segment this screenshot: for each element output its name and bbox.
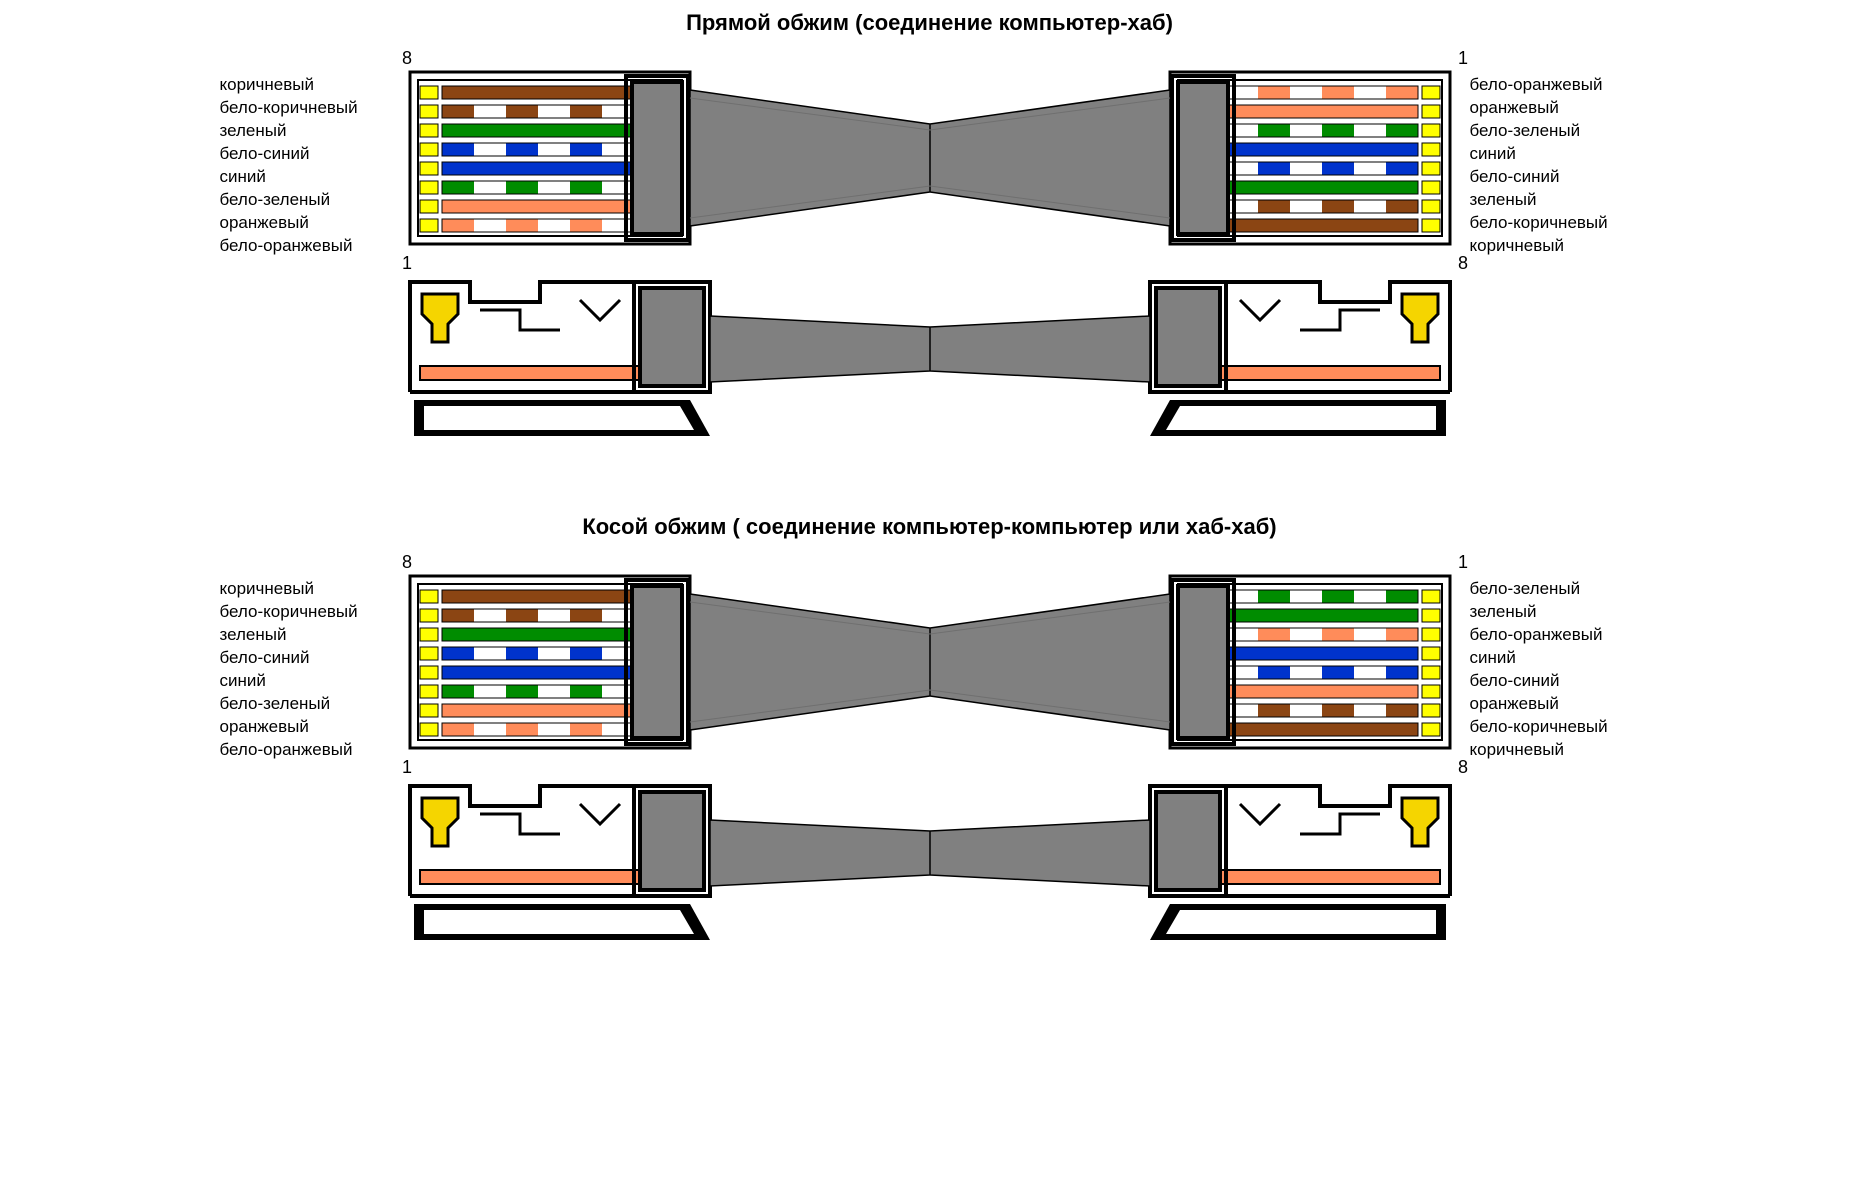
wire-label: синий	[220, 670, 390, 693]
svg-text:8: 8	[402, 552, 412, 572]
connector-top-view: 8 1 1 8	[390, 548, 1470, 778]
wire-label: коричневый	[220, 578, 390, 601]
right-wire-labels: бело-зеленыйзеленыйбело-оранжевыйсинийбе…	[1470, 548, 1640, 762]
wire-label: оранжевый	[1470, 97, 1640, 120]
svg-text:1: 1	[402, 253, 412, 273]
svg-text:1: 1	[402, 757, 412, 777]
svg-text:8: 8	[1458, 757, 1468, 777]
connector-side-view	[390, 274, 1470, 484]
svg-text:1: 1	[1458, 48, 1468, 68]
wire-label: бело-зеленый	[220, 189, 390, 212]
svg-text:8: 8	[402, 48, 412, 68]
wire-label: бело-синий	[220, 143, 390, 166]
wire-label: бело-зеленый	[220, 693, 390, 716]
wire-label: синий	[1470, 143, 1640, 166]
wire-label: бело-зеленый	[1470, 578, 1640, 601]
wire-label: оранжевый	[220, 716, 390, 739]
connector-side-view	[390, 778, 1470, 988]
wire-label: зеленый	[220, 120, 390, 143]
left-wire-labels: коричневыйбело-коричневыйзеленыйбело-син…	[220, 548, 390, 762]
wire-label: оранжевый	[220, 212, 390, 235]
connector-top-view: 8 1 1 8	[390, 44, 1470, 274]
wire-label: бело-оранжевый	[1470, 624, 1640, 647]
wire-label: коричневый	[1470, 235, 1640, 258]
section-title: Косой обжим ( соединение компьютер-компь…	[10, 514, 1849, 540]
wire-label: бело-оранжевый	[1470, 74, 1640, 97]
wire-label: бело-коричневый	[1470, 716, 1640, 739]
wire-label: зеленый	[220, 624, 390, 647]
wire-label: бело-оранжевый	[220, 739, 390, 762]
wire-label: бело-зеленый	[1470, 120, 1640, 143]
wire-label: бело-коричневый	[220, 601, 390, 624]
wire-label: бело-синий	[220, 647, 390, 670]
wire-label: коричневый	[220, 74, 390, 97]
wire-label: зеленый	[1470, 601, 1640, 624]
right-wire-labels: бело-оранжевыйоранжевыйбело-зеленыйсиний…	[1470, 44, 1640, 258]
cable-section: Прямой обжим (соединение компьютер-хаб) к…	[10, 10, 1849, 484]
wire-label: бело-синий	[1470, 166, 1640, 189]
svg-text:1: 1	[1458, 552, 1468, 572]
section-title: Прямой обжим (соединение компьютер-хаб)	[10, 10, 1849, 36]
wire-label: коричневый	[1470, 739, 1640, 762]
wire-label: оранжевый	[1470, 693, 1640, 716]
cable-section: Косой обжим ( соединение компьютер-компь…	[10, 514, 1849, 988]
svg-text:8: 8	[1458, 253, 1468, 273]
wire-label: зеленый	[1470, 189, 1640, 212]
wire-label: бело-коричневый	[220, 97, 390, 120]
left-wire-labels: коричневыйбело-коричневыйзеленыйбело-син…	[220, 44, 390, 258]
wire-label: синий	[1470, 647, 1640, 670]
wire-label: бело-коричневый	[1470, 212, 1640, 235]
wire-label: синий	[220, 166, 390, 189]
wire-label: бело-синий	[1470, 670, 1640, 693]
wire-label: бело-оранжевый	[220, 235, 390, 258]
